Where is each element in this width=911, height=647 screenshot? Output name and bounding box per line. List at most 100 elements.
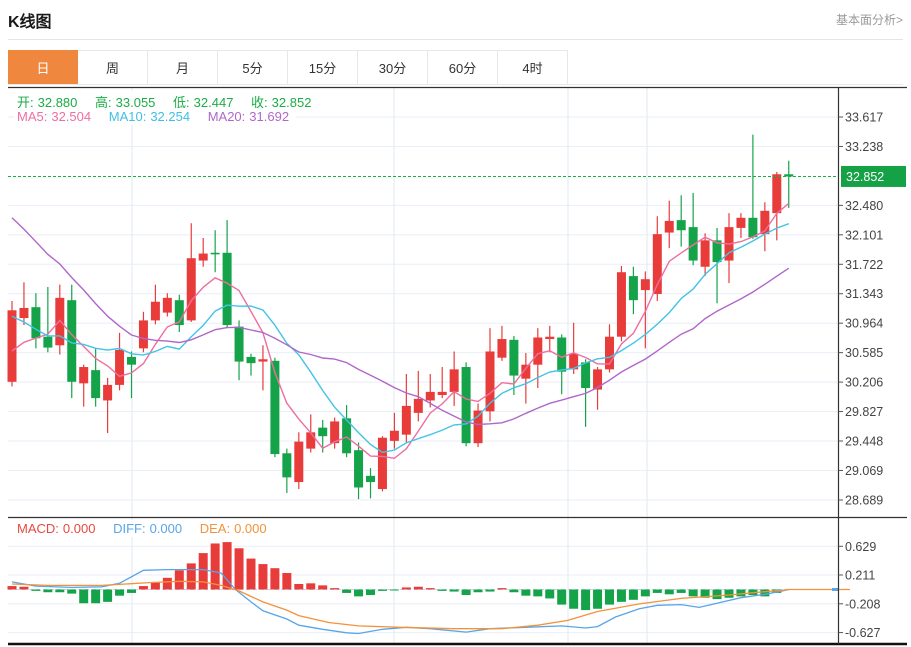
axis-layer: 33.617 33.238 32.480 32.101 31.722 31.343 30.9… bbox=[8, 86, 907, 646]
candle-body bbox=[700, 240, 710, 267]
candle-body bbox=[258, 359, 268, 362]
candle-body bbox=[377, 437, 387, 490]
candle-body bbox=[330, 421, 340, 444]
diff-line bbox=[11, 568, 789, 635]
tab-month[interactable]: 月 bbox=[148, 50, 218, 85]
candle-body bbox=[210, 252, 220, 255]
y-axis-label: 29.448 bbox=[845, 435, 883, 449]
macd-bar bbox=[43, 589, 53, 593]
ma20-line bbox=[11, 217, 790, 426]
tab-30min[interactable]: 30分 bbox=[358, 50, 428, 85]
candle-body bbox=[437, 391, 447, 396]
diff-label: DIFF: bbox=[113, 521, 146, 536]
candle-body bbox=[91, 370, 101, 399]
y-axis-label: 30.585 bbox=[845, 346, 883, 360]
candle-body bbox=[569, 353, 579, 370]
tab-60min[interactable]: 60分 bbox=[428, 50, 498, 85]
tab-15min[interactable]: 15分 bbox=[288, 50, 358, 85]
candle-body bbox=[545, 336, 555, 340]
candle-body bbox=[31, 307, 41, 339]
candle-body bbox=[162, 297, 172, 313]
candle-body bbox=[55, 297, 65, 346]
y-axis-label: 31.722 bbox=[845, 258, 883, 272]
macd-bar bbox=[473, 589, 483, 593]
macd-bar bbox=[246, 558, 256, 590]
candle-body bbox=[509, 339, 519, 376]
candle-body bbox=[174, 300, 184, 326]
candle-body bbox=[342, 418, 352, 454]
macd-bar bbox=[449, 589, 459, 592]
macd-bar bbox=[138, 586, 148, 590]
macd-bar bbox=[282, 573, 292, 590]
macd-bar bbox=[652, 589, 662, 593]
macd-bar bbox=[533, 589, 543, 597]
candle-body bbox=[306, 432, 316, 449]
candle-body bbox=[497, 339, 507, 358]
macd-bar bbox=[688, 589, 698, 597]
tab-5min[interactable]: 5分 bbox=[218, 50, 288, 85]
y-axis-label: 30.964 bbox=[845, 317, 883, 331]
macd-bar bbox=[497, 588, 507, 590]
ma10-value: 32.254 bbox=[150, 109, 191, 124]
high-value: 33.055 bbox=[115, 95, 156, 110]
macd-bar bbox=[736, 589, 746, 597]
macd-bar bbox=[700, 589, 710, 598]
high-label: 高: bbox=[95, 95, 112, 110]
candle-body bbox=[318, 427, 328, 437]
candle-body bbox=[67, 300, 77, 382]
close-label: 收: bbox=[251, 95, 268, 110]
tab-day[interactable]: 日 bbox=[8, 50, 78, 85]
candle-body bbox=[628, 276, 638, 301]
y-axis-label: 33.238 bbox=[845, 140, 883, 154]
macd-label: MACD: bbox=[17, 521, 59, 536]
grid-layer bbox=[8, 87, 838, 644]
candle-body bbox=[521, 364, 531, 379]
open-label: 开: bbox=[17, 95, 34, 110]
macd-bar bbox=[210, 543, 220, 590]
candle-body bbox=[581, 362, 591, 389]
candle-body bbox=[473, 410, 483, 444]
candle-body bbox=[425, 391, 435, 401]
tab-4hour[interactable]: 4时 bbox=[498, 50, 568, 85]
candle-body bbox=[676, 220, 686, 231]
macd-bar bbox=[198, 553, 208, 590]
macd-bar bbox=[91, 589, 101, 604]
candle-body bbox=[413, 398, 423, 413]
candle-body bbox=[772, 174, 782, 214]
y-axis-label: 33.617 bbox=[845, 111, 883, 125]
candle-body bbox=[748, 217, 758, 238]
macd-bar bbox=[640, 589, 650, 597]
macd-bar bbox=[270, 568, 280, 590]
candle-body bbox=[43, 336, 53, 348]
candle-body bbox=[294, 441, 304, 483]
candles-layer bbox=[7, 134, 838, 500]
ma20-label: MA20: bbox=[207, 109, 246, 124]
macd-bar bbox=[306, 583, 316, 590]
candle-body bbox=[270, 360, 280, 455]
macd-bar bbox=[234, 548, 244, 590]
open-value: 32.880 bbox=[37, 95, 78, 110]
candle-body bbox=[79, 367, 89, 384]
y-axis-label: 28.689 bbox=[845, 494, 883, 508]
candle-body bbox=[115, 349, 125, 385]
candle-body bbox=[150, 301, 160, 321]
candle-body bbox=[282, 453, 292, 478]
y-axis-label: -0.208 bbox=[845, 597, 880, 611]
candle-body bbox=[234, 326, 244, 362]
macd-bar bbox=[485, 589, 495, 592]
candle-body bbox=[605, 336, 614, 370]
fundamental-analysis-link[interactable]: 基本面分析> bbox=[835, 13, 903, 27]
macd-bar bbox=[31, 589, 41, 591]
candle-body bbox=[593, 369, 603, 390]
macd-bar bbox=[55, 589, 65, 593]
ma5-line bbox=[11, 202, 790, 460]
ma10-label: MA10: bbox=[108, 109, 147, 124]
diff-value: 0.000 bbox=[149, 521, 183, 536]
macd-bar bbox=[425, 588, 435, 590]
tab-week[interactable]: 周 bbox=[78, 50, 148, 85]
dea-line bbox=[11, 580, 789, 630]
candle-body bbox=[127, 356, 136, 365]
macd-bar bbox=[115, 589, 125, 596]
candle-body bbox=[712, 240, 722, 263]
